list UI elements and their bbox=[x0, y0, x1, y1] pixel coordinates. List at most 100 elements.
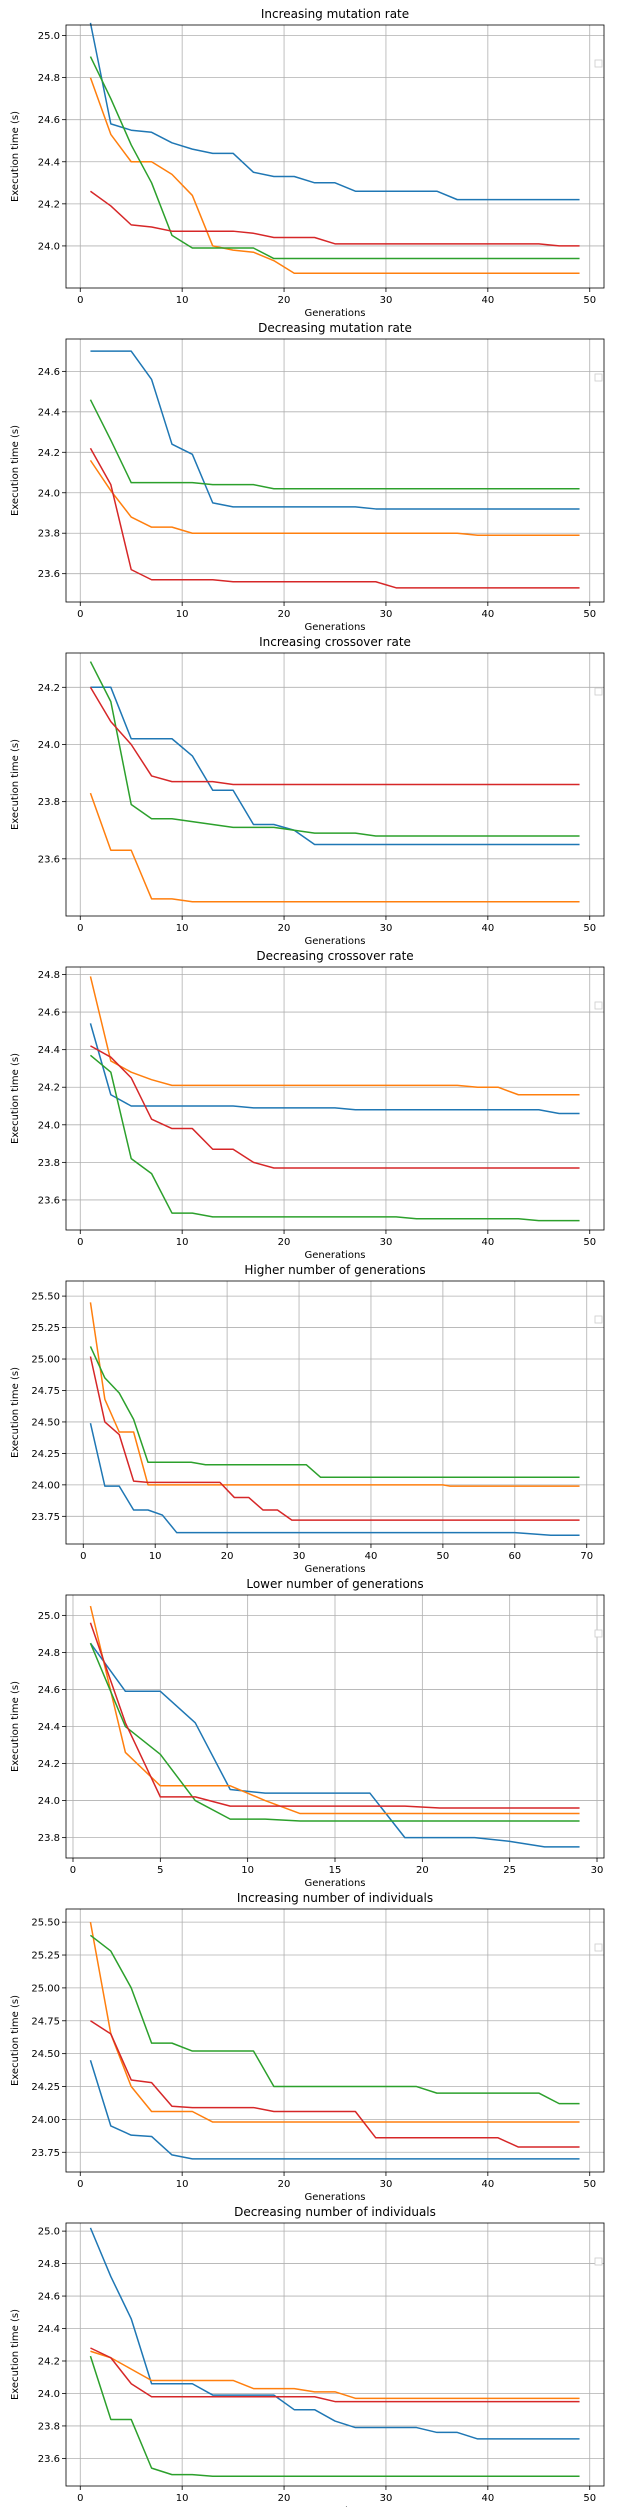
series-line-3 bbox=[89, 1346, 580, 1479]
series-line-2 bbox=[89, 1302, 580, 1487]
x-tick-label: 50 bbox=[583, 2493, 596, 2504]
y-tick-label: 24.4 bbox=[38, 157, 60, 168]
x-tick-label: 10 bbox=[176, 1237, 189, 1248]
chart-title: Higher number of generations bbox=[244, 1263, 425, 1277]
x-tick-label: 20 bbox=[278, 2493, 291, 2504]
series-line-2 bbox=[89, 77, 580, 275]
y-axis-label: Execution time (s) bbox=[10, 425, 21, 516]
y-tick-label: 24.2 bbox=[38, 1083, 60, 1094]
x-tick-label: 40 bbox=[481, 2179, 494, 2190]
legend-box bbox=[594, 1315, 603, 1324]
chart-panel-6: Lower number of generations 0 5 10 15 20 25 30 2… bbox=[10, 1577, 605, 1889]
chart-panel-3: Increasing crossover rate 0 10 20 30 40 50 23.6… bbox=[10, 635, 605, 947]
y-tick-label: 25.00 bbox=[31, 1355, 60, 1366]
y-tick-label: 24.25 bbox=[31, 1449, 60, 1460]
y-tick-label: 23.6 bbox=[38, 569, 60, 580]
chart-title: Decreasing number of individuals bbox=[234, 2205, 436, 2219]
y-tick-label: 24.0 bbox=[38, 740, 60, 751]
x-tick-label: 20 bbox=[278, 923, 291, 934]
plot-frame bbox=[65, 652, 605, 917]
y-tick-label: 25.0 bbox=[38, 1611, 60, 1622]
y-axis-label: Execution time (s) bbox=[10, 1995, 21, 2086]
legend-box bbox=[594, 2257, 603, 2266]
y-tick-label: 24.2 bbox=[38, 448, 60, 459]
x-tick-label: 5 bbox=[157, 1865, 163, 1876]
y-tick-label: 24.0 bbox=[38, 1796, 60, 1807]
y-tick-label: 24.75 bbox=[31, 2016, 60, 2027]
y-tick-label: 25.25 bbox=[31, 1951, 60, 1962]
x-tick-label: 20 bbox=[278, 295, 291, 306]
x-tick-label: 10 bbox=[176, 295, 189, 306]
x-tick-label: 0 bbox=[77, 1237, 83, 1248]
y-tick-label: 24.6 bbox=[38, 367, 60, 378]
y-tick-label: 24.8 bbox=[38, 970, 60, 981]
y-tick-label: 25.00 bbox=[31, 1983, 60, 1994]
series-line-1 bbox=[90, 686, 580, 846]
chart-panel-4: Decreasing crossover rate 0 10 20 30 40 50 23.6… bbox=[10, 949, 605, 1261]
series-line-1 bbox=[89, 1423, 580, 1536]
x-tick-label: 40 bbox=[481, 295, 494, 306]
series-line-1 bbox=[90, 350, 580, 510]
y-axis-label: Execution time (s) bbox=[10, 1367, 21, 1458]
y-axis-label: Execution time (s) bbox=[10, 2309, 21, 2400]
x-tick-label: 40 bbox=[365, 1551, 378, 1562]
y-tick-label: 24.8 bbox=[38, 73, 60, 84]
x-tick-label: 50 bbox=[583, 1237, 596, 1248]
y-tick-label: 25.0 bbox=[38, 31, 60, 42]
y-tick-label: 23.6 bbox=[38, 2454, 60, 2465]
x-axis-label: Generations bbox=[305, 1564, 366, 1575]
x-tick-label: 0 bbox=[70, 1865, 76, 1876]
y-tick-label: 24.25 bbox=[31, 2082, 60, 2093]
x-tick-label: 50 bbox=[583, 2179, 596, 2190]
x-tick-label: 50 bbox=[583, 923, 596, 934]
x-tick-label: 10 bbox=[176, 923, 189, 934]
y-tick-label: 23.6 bbox=[38, 854, 60, 865]
y-tick-label: 23.8 bbox=[38, 529, 60, 540]
x-tick-label: 70 bbox=[580, 1551, 593, 1562]
x-tick-label: 30 bbox=[380, 2179, 393, 2190]
series-line-4 bbox=[90, 190, 580, 247]
series-line-2 bbox=[89, 1922, 580, 2123]
y-tick-label: 23.8 bbox=[38, 797, 60, 808]
y-axis-label: Execution time (s) bbox=[10, 739, 21, 830]
plot-frame bbox=[65, 966, 605, 1231]
series-line-4 bbox=[90, 2347, 580, 2403]
x-axis-label: Generations bbox=[305, 2192, 366, 2203]
series-line-4 bbox=[90, 2020, 580, 2148]
y-axis-label: Execution time (s) bbox=[10, 111, 21, 202]
series-line-4 bbox=[89, 686, 580, 786]
series-line-2 bbox=[89, 976, 580, 1096]
x-tick-label: 0 bbox=[80, 1551, 86, 1562]
y-tick-label: 24.50 bbox=[31, 2049, 60, 2060]
x-axis-label: Generations bbox=[305, 308, 366, 319]
chart-panel-5: Higher number of generations 0 10 20 30 40 50 6… bbox=[10, 1263, 605, 1575]
y-tick-label: 24.0 bbox=[38, 2389, 60, 2400]
x-tick-label: 60 bbox=[508, 1551, 521, 1562]
y-tick-label: 23.75 bbox=[31, 1512, 60, 1523]
x-tick-label: 0 bbox=[77, 2179, 83, 2190]
x-axis-label: Generations bbox=[305, 1250, 366, 1261]
x-tick-label: 50 bbox=[437, 1551, 450, 1562]
y-tick-label: 24.6 bbox=[38, 115, 60, 126]
x-tick-label: 50 bbox=[583, 295, 596, 306]
y-tick-label: 24.6 bbox=[38, 1685, 60, 1696]
x-tick-label: 30 bbox=[380, 923, 393, 934]
x-tick-label: 30 bbox=[380, 609, 393, 620]
y-tick-label: 24.4 bbox=[38, 2324, 60, 2335]
x-tick-label: 0 bbox=[77, 923, 83, 934]
y-tick-label: 23.75 bbox=[31, 2148, 60, 2159]
plot-frame bbox=[65, 1908, 605, 2173]
y-tick-label: 24.6 bbox=[38, 2292, 60, 2303]
x-tick-label: 20 bbox=[278, 609, 291, 620]
y-tick-label: 24.8 bbox=[38, 1648, 60, 1659]
y-tick-label: 24.6 bbox=[38, 1008, 60, 1019]
y-tick-label: 24.0 bbox=[38, 241, 60, 252]
x-tick-label: 40 bbox=[481, 2493, 494, 2504]
y-tick-label: 24.8 bbox=[38, 2259, 60, 2270]
series-line-1 bbox=[89, 1642, 580, 1848]
y-tick-label: 24.4 bbox=[38, 407, 60, 418]
x-tick-label: 40 bbox=[481, 923, 494, 934]
legend-box bbox=[594, 1943, 603, 1952]
plot-frame bbox=[65, 338, 605, 603]
